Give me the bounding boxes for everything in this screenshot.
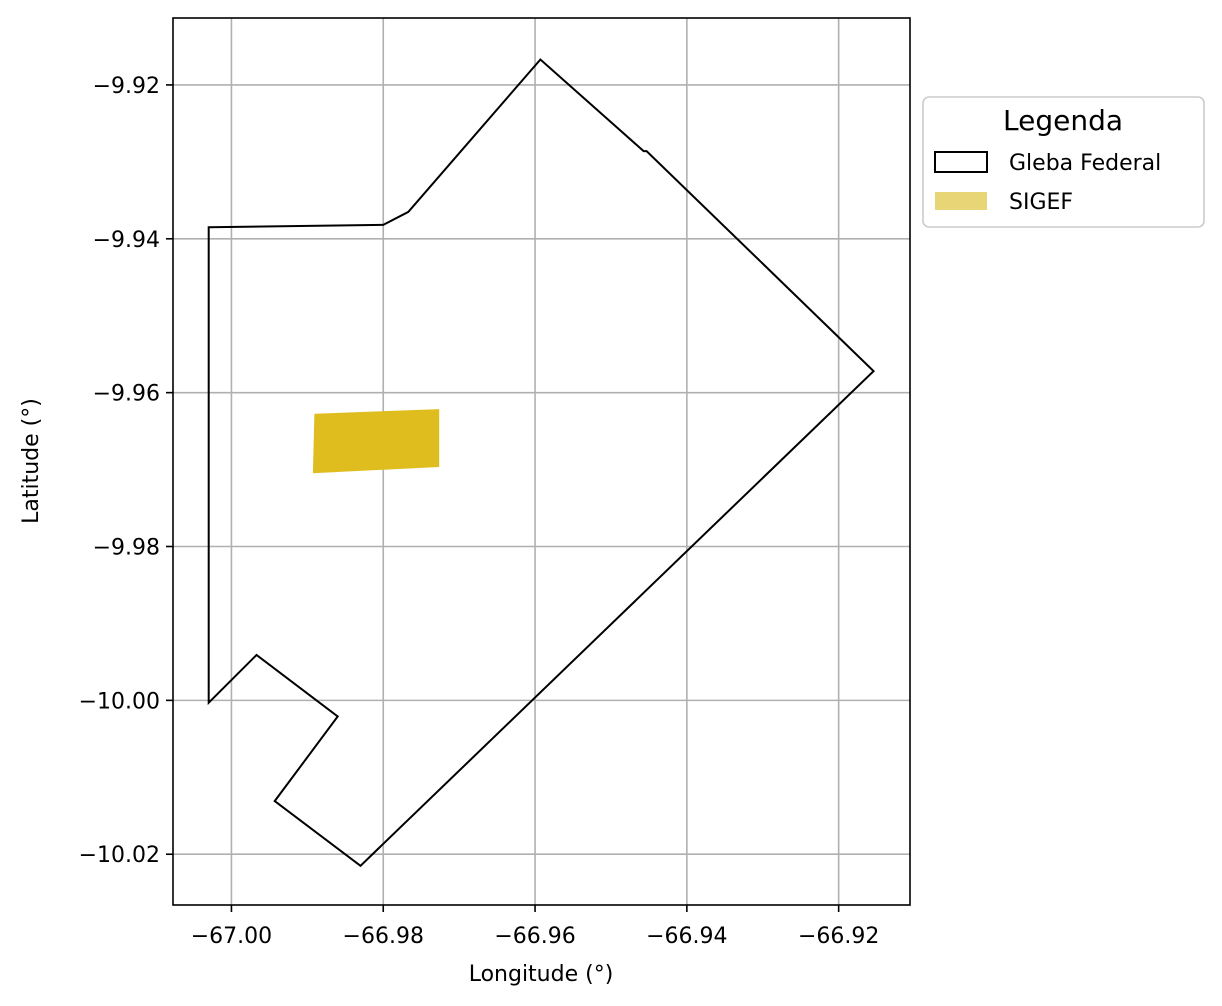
plot-area-frame [172, 17, 911, 906]
legend: Legenda Gleba Federal SIGEF [922, 96, 1205, 228]
sigef-polygon [312, 409, 440, 474]
x-axis-title: Longitude (°) [469, 962, 614, 987]
legend-title: Legenda [1003, 104, 1123, 137]
legend-swatch-gleba-federal [934, 151, 988, 173]
x-tick-label: −66.92 [798, 924, 879, 949]
legend-label-sigef: SIGEF [1009, 190, 1073, 215]
axis-ticks: −67.00 −66.98 −66.96 −66.94 −66.92 −9.92 −9.94… [79, 74, 880, 949]
map-layers [207, 58, 876, 868]
legend-label-gleba-federal: Gleba Federal [1009, 151, 1161, 176]
x-tick-label: −66.94 [646, 924, 727, 949]
y-tick-label: −9.94 [93, 228, 160, 253]
y-axis-title: Latitude (°) [19, 398, 44, 524]
y-tick-label: −9.96 [93, 382, 160, 407]
y-tick-label: −9.92 [93, 74, 160, 99]
y-tick-label: −9.98 [93, 536, 160, 561]
gleba-federal-polygon [207, 58, 876, 868]
x-tick-label: −67.00 [191, 924, 272, 949]
legend-frame [922, 96, 1205, 228]
legend-swatch-sigef [935, 192, 987, 210]
x-tick-label: −66.98 [343, 924, 424, 949]
y-tick-label: −10.02 [79, 843, 160, 868]
x-tick-label: −66.96 [494, 924, 575, 949]
y-tick-label: −10.00 [79, 689, 160, 714]
grid-lines [173, 18, 910, 905]
